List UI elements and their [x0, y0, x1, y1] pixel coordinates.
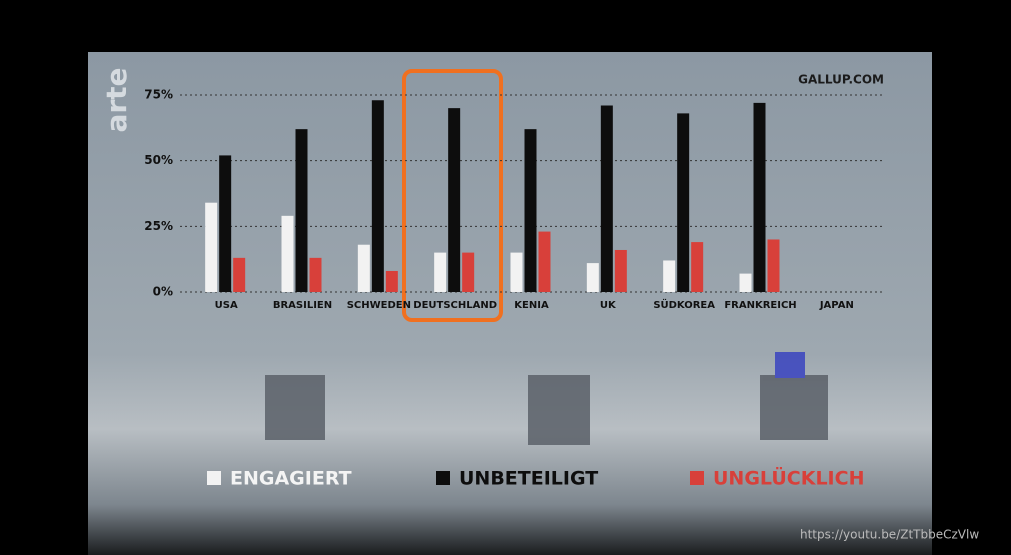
x-tick-label: KENIA	[514, 300, 549, 311]
x-tick-label: SCHWEDEN	[347, 300, 411, 311]
bar	[219, 155, 232, 292]
bar	[462, 252, 475, 292]
bar	[614, 249, 627, 292]
laptop	[775, 352, 805, 378]
highlight-box	[402, 69, 503, 322]
source: GALLUP.COM	[798, 73, 884, 87]
desk	[760, 375, 828, 440]
x-tick-label: BRASILIEN	[273, 300, 332, 311]
x-tick-label: USA	[215, 300, 238, 311]
brand-logo: arte	[100, 67, 133, 132]
legend-swatch	[436, 471, 450, 485]
illustrations	[265, 352, 828, 445]
bar	[767, 239, 780, 292]
bar	[309, 257, 322, 292]
y-tick-label: 50%	[144, 153, 173, 167]
bar	[691, 242, 704, 292]
y-tick-label: 75%	[144, 88, 173, 102]
y-tick-label: 25%	[144, 219, 173, 233]
bar	[753, 102, 766, 292]
desk	[265, 375, 325, 440]
x-tick-label: SÜDKOREA	[653, 297, 715, 311]
bar	[281, 215, 294, 292]
bar	[586, 263, 599, 292]
legend-swatch	[207, 471, 221, 485]
bar	[295, 129, 308, 292]
bar	[357, 244, 370, 292]
bar	[385, 270, 398, 292]
bar	[677, 113, 690, 293]
bar	[600, 105, 613, 292]
bar	[434, 252, 447, 292]
bar	[448, 108, 461, 292]
bar	[663, 260, 676, 292]
watermark: https://youtu.be/ZtTbbeCzVlw	[800, 528, 979, 542]
legend-swatch	[690, 471, 704, 485]
legend-label: UNGLÜCKLICH	[713, 466, 864, 490]
x-tick-label: JAPAN	[819, 300, 854, 311]
x-tick-label: FRANKREICH	[724, 300, 796, 311]
x-tick-label: UK	[600, 300, 617, 311]
legend-label: ENGAGIERT	[230, 468, 352, 490]
x-tick-label: DEUTSCHLAND	[413, 300, 497, 311]
bar	[371, 100, 384, 293]
legend-label: UNBETEILIGT	[459, 468, 598, 490]
bar	[739, 273, 752, 292]
bar	[510, 252, 523, 292]
bar	[205, 202, 218, 292]
bar	[233, 257, 246, 292]
y-tick-label: 0%	[153, 285, 173, 299]
background	[88, 52, 932, 555]
bar	[538, 231, 551, 292]
bar	[524, 129, 537, 292]
desk	[528, 375, 590, 445]
